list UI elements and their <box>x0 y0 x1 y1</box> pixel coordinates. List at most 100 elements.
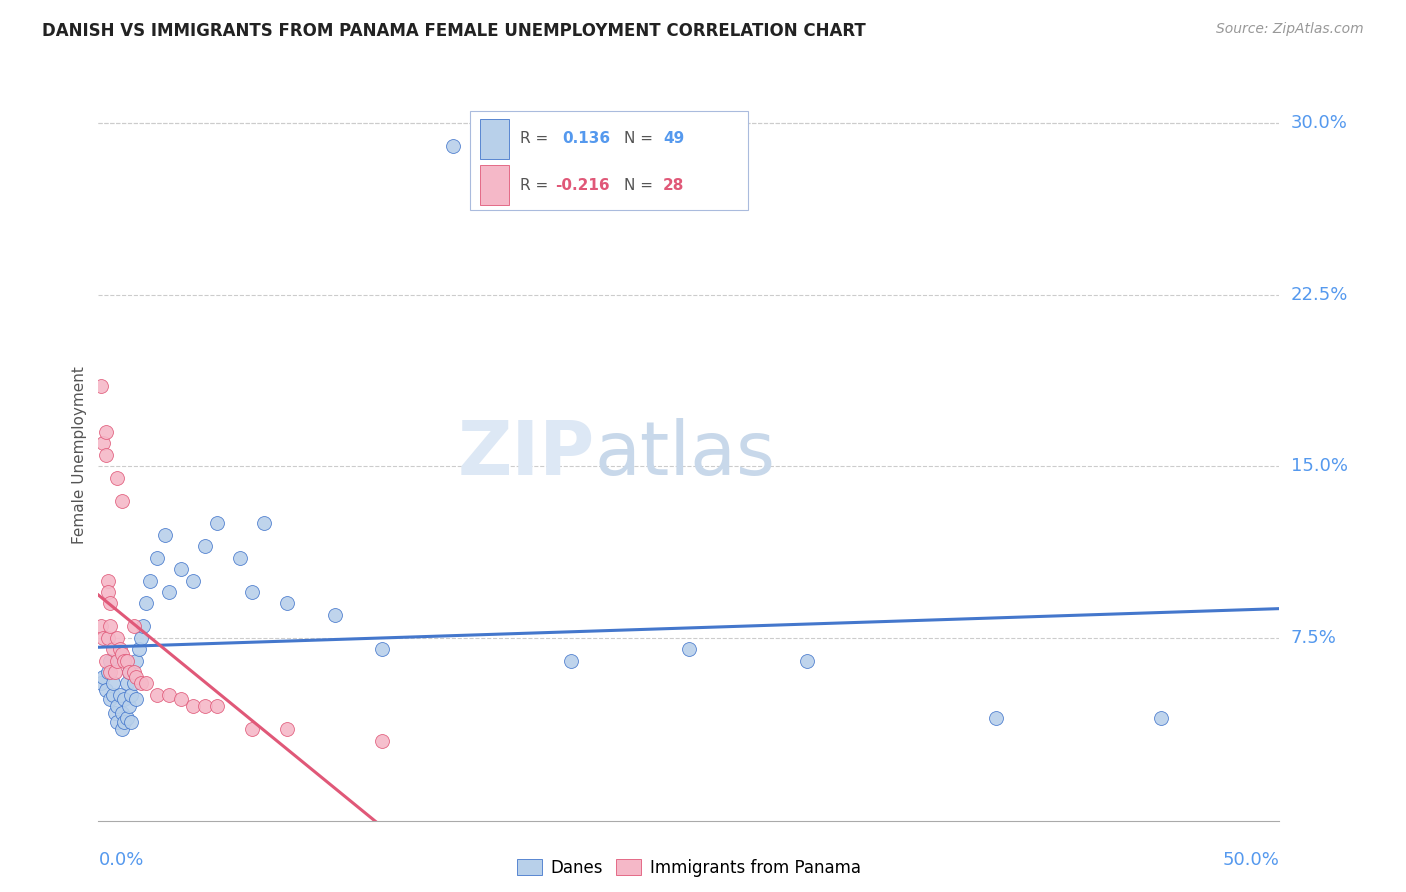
Text: N =: N = <box>624 178 652 193</box>
Point <box>157 585 180 599</box>
Y-axis label: Female Unemployment: Female Unemployment <box>72 366 87 544</box>
Point <box>125 670 148 684</box>
Point <box>276 597 298 611</box>
Text: 0.136: 0.136 <box>562 131 610 146</box>
Point <box>98 597 121 611</box>
Text: R =: R = <box>520 178 548 193</box>
Point <box>146 550 169 565</box>
Text: 50.0%: 50.0% <box>1223 851 1279 869</box>
FancyBboxPatch shape <box>479 165 509 205</box>
Text: -0.216: -0.216 <box>555 178 610 193</box>
Point <box>125 692 148 706</box>
Point <box>94 448 117 462</box>
Legend: Danes, Immigrants from Panama: Danes, Immigrants from Panama <box>512 854 866 882</box>
Point <box>139 574 162 588</box>
Point <box>104 665 127 679</box>
Point <box>560 654 582 668</box>
Text: 49: 49 <box>664 131 685 146</box>
Point <box>105 471 128 485</box>
Point <box>153 528 176 542</box>
Point <box>253 516 276 531</box>
Point <box>678 642 700 657</box>
Point <box>104 706 127 721</box>
Point <box>122 619 145 633</box>
Point <box>441 139 464 153</box>
Point <box>112 715 135 730</box>
Point <box>121 715 143 730</box>
Point <box>101 676 124 690</box>
FancyBboxPatch shape <box>471 112 748 210</box>
Point <box>371 642 394 657</box>
Point <box>129 631 152 645</box>
Point <box>97 585 120 599</box>
Point <box>98 692 121 706</box>
Point <box>94 683 117 698</box>
Point <box>108 688 131 702</box>
Text: 15.0%: 15.0% <box>1291 458 1347 475</box>
Text: 22.5%: 22.5% <box>1291 286 1348 304</box>
Point <box>91 436 114 450</box>
Point <box>108 642 131 657</box>
Point <box>194 539 217 553</box>
Point <box>90 379 112 393</box>
Point <box>105 654 128 668</box>
Point <box>170 562 193 576</box>
Point <box>1150 711 1173 725</box>
Point <box>118 699 141 714</box>
Point <box>118 665 141 679</box>
Point <box>240 585 263 599</box>
Point <box>194 699 217 714</box>
Point <box>112 654 135 668</box>
Point <box>105 631 128 645</box>
Point <box>276 723 298 737</box>
Point <box>98 619 121 633</box>
Point <box>118 665 141 679</box>
Text: DANISH VS IMMIGRANTS FROM PANAMA FEMALE UNEMPLOYMENT CORRELATION CHART: DANISH VS IMMIGRANTS FROM PANAMA FEMALE … <box>42 22 866 40</box>
Point <box>122 676 145 690</box>
Point <box>111 706 134 721</box>
Point <box>101 642 124 657</box>
Point <box>125 654 148 668</box>
Point <box>90 619 112 633</box>
Point <box>115 654 138 668</box>
Point <box>181 574 204 588</box>
Point <box>97 665 120 679</box>
Point <box>111 723 134 737</box>
Point <box>111 647 134 661</box>
Text: 30.0%: 30.0% <box>1291 114 1347 133</box>
Point <box>122 665 145 679</box>
Point <box>240 723 263 737</box>
Point <box>170 692 193 706</box>
Point <box>371 733 394 747</box>
Point <box>105 699 128 714</box>
Point <box>323 607 346 622</box>
Point <box>146 688 169 702</box>
Point <box>181 699 204 714</box>
Point <box>205 699 228 714</box>
Point <box>135 597 157 611</box>
Point <box>97 574 120 588</box>
Point <box>796 654 818 668</box>
Text: 28: 28 <box>664 178 685 193</box>
Point <box>984 711 1007 725</box>
Point <box>157 688 180 702</box>
Point <box>105 715 128 730</box>
Point <box>97 631 120 645</box>
Point <box>115 676 138 690</box>
FancyBboxPatch shape <box>479 119 509 159</box>
Point <box>121 688 143 702</box>
Point <box>94 654 117 668</box>
Point <box>111 493 134 508</box>
Point <box>135 676 157 690</box>
Point <box>101 688 124 702</box>
Point <box>205 516 228 531</box>
Point <box>112 692 135 706</box>
Point <box>94 425 117 439</box>
Text: Source: ZipAtlas.com: Source: ZipAtlas.com <box>1216 22 1364 37</box>
Text: atlas: atlas <box>595 418 776 491</box>
Text: 7.5%: 7.5% <box>1291 629 1337 647</box>
Text: 0.0%: 0.0% <box>98 851 143 869</box>
Point <box>229 550 252 565</box>
Point <box>98 654 121 668</box>
Point <box>90 676 112 690</box>
